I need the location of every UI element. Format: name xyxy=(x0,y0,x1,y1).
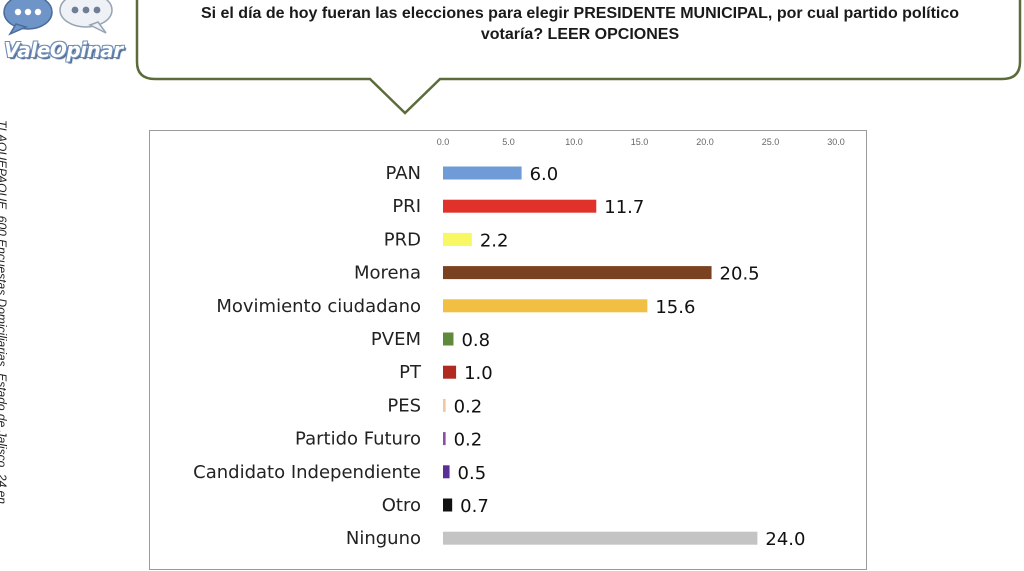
bar xyxy=(443,531,758,545)
logo-wordmark: ValeOpinar xyxy=(4,38,123,62)
bar xyxy=(443,432,446,446)
value-label: 0.8 xyxy=(461,330,490,351)
category-label: Partido Futuro xyxy=(295,429,421,450)
value-label: 0.2 xyxy=(454,430,483,451)
value-label: 6.0 xyxy=(530,164,559,185)
vale-opinar-logo: ValeOpinar xyxy=(0,0,132,70)
bar xyxy=(443,266,712,280)
category-label: PVEM xyxy=(371,329,421,350)
category-label: PRI xyxy=(392,196,421,217)
bar-chart: 0.0 5.0 10.0 15.0 20.0 25.0 30.0 PAN 6.0 PRI 11.7 P… xyxy=(193,137,845,550)
bar-chart-frame: 0.0 5.0 10.0 15.0 20.0 25.0 30.0 PAN 6.0 PRI 11.7 P… xyxy=(149,130,867,570)
x-tick-label: 10.0 xyxy=(565,137,583,147)
bar xyxy=(443,398,446,412)
value-label: 1.0 xyxy=(464,363,493,384)
x-tick-label: 0.0 xyxy=(437,137,450,147)
value-label: 2.2 xyxy=(480,230,509,251)
value-label: 24.0 xyxy=(765,529,805,550)
question-callout xyxy=(135,0,1022,115)
category-label: Movimiento ciudadano xyxy=(216,296,421,317)
category-label: Morena xyxy=(354,263,421,284)
bar xyxy=(443,199,597,213)
x-tick-label: 5.0 xyxy=(502,137,515,147)
x-tick-label: 30.0 xyxy=(827,137,845,147)
category-label: Otro xyxy=(382,495,421,516)
bar xyxy=(443,498,453,512)
x-tick-label: 15.0 xyxy=(631,137,649,147)
bar xyxy=(443,166,522,180)
category-label: PAN xyxy=(386,163,421,184)
value-label: 20.5 xyxy=(720,264,760,285)
x-tick-label: 20.0 xyxy=(696,137,714,147)
category-label: PRD xyxy=(384,229,421,250)
survey-info-note: TLAQUEPAQUE, 600 Encuestas Domiciliarias… xyxy=(0,120,9,504)
bar xyxy=(443,365,457,379)
bar xyxy=(443,465,450,479)
x-tick-label: 25.0 xyxy=(762,137,780,147)
value-label: 15.6 xyxy=(655,297,695,318)
category-label: PT xyxy=(399,362,422,383)
bar xyxy=(443,332,454,346)
bar xyxy=(443,299,648,313)
value-label: 0.2 xyxy=(454,396,483,417)
category-label: PES xyxy=(387,395,421,416)
value-label: 0.7 xyxy=(460,496,489,517)
question-line-1: Si el día de hoy fueran las elecciones p… xyxy=(200,5,960,22)
speech-bubbles-icon xyxy=(3,0,113,36)
category-label: Ninguno xyxy=(346,528,421,549)
category-label: Candidato Independiente xyxy=(193,462,421,483)
value-label: 0.5 xyxy=(458,463,487,484)
question-text: Si el día de hoy fueran las elecciones p… xyxy=(150,3,1010,45)
question-line-2: votaría? LEER OPCIONES xyxy=(480,26,680,43)
bar xyxy=(443,232,472,246)
value-label: 11.7 xyxy=(604,197,644,218)
